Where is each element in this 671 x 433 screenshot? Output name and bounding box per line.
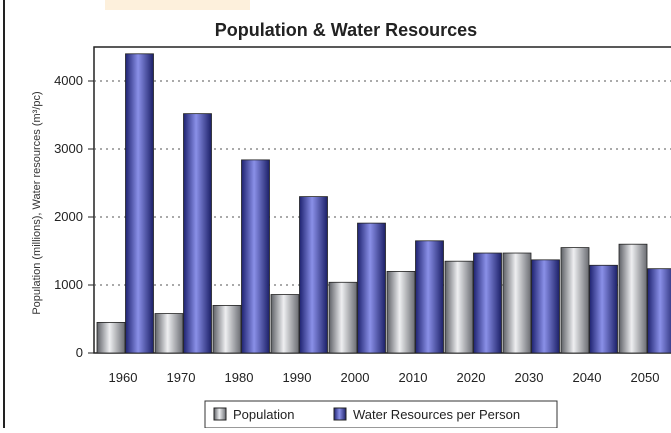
bar-water-resources [648,269,671,353]
bar-water-resources [590,265,618,353]
bar-population [329,282,357,353]
x-tick-labels: 1960 1970 1980 1990 2000 2010 2020 2030 2040 2050 [109,370,660,385]
y-tick-label: 1000 [54,277,83,292]
bar-water-resources [126,54,154,353]
bar-water-resources [474,253,502,353]
legend-label-water: Water Resources per Person [353,407,520,422]
x-tick-label: 2020 [457,370,486,385]
header-glow [105,0,250,10]
bar-water-resources [532,260,560,353]
x-tick-label: 1960 [109,370,138,385]
x-tick-label: 1980 [225,370,254,385]
x-tick-label: 2050 [631,370,660,385]
y-tick-label: 0 [76,345,83,360]
legend-swatch-population [214,408,226,420]
bar-water-resources [184,114,212,353]
bar-water-resources [300,197,328,353]
x-tick-label: 2010 [399,370,428,385]
y-tick-label: 3000 [54,141,83,156]
x-tick-label: 2030 [515,370,544,385]
bar-population [271,295,299,353]
x-tick-label: 2000 [341,370,370,385]
bar-population [213,305,241,353]
bar-population [619,244,647,353]
left-border [3,0,5,428]
bar-water-resources [242,160,270,353]
bar-population [445,261,473,353]
bars [97,54,671,353]
x-tick-label: 2040 [573,370,602,385]
bar-population [387,271,415,353]
y-tick-label: 2000 [54,209,83,224]
bar-population [503,253,531,353]
legend-label-population: Population [233,407,294,422]
bar-population [155,314,183,353]
bar-population [561,248,589,353]
bar-water-resources [416,241,444,353]
chart-title: Population & Water Resources [215,20,477,40]
y-tick-label: 4000 [54,73,83,88]
legend-swatch-water [334,408,346,420]
x-tick-label: 1970 [167,370,196,385]
y-axis-label: Population (millions), Water resources (… [31,91,43,314]
bar-water-resources [358,223,386,353]
x-tick-label: 1990 [283,370,312,385]
y-tick-labels: 0 1000 2000 3000 4000 [54,73,94,360]
bar-population [97,322,125,353]
